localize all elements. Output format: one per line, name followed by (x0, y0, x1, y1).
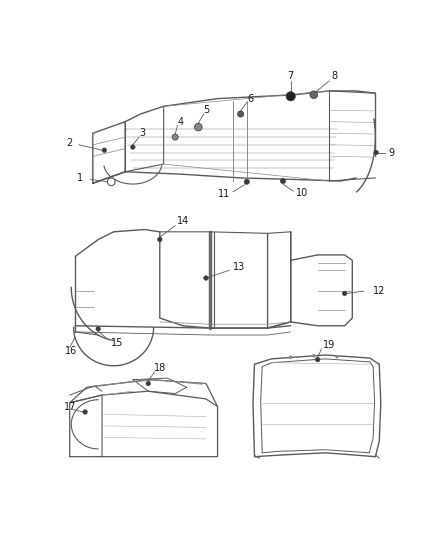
Circle shape (204, 276, 208, 280)
Circle shape (310, 91, 318, 99)
Text: 19: 19 (323, 340, 336, 350)
Text: 18: 18 (154, 363, 166, 373)
Circle shape (158, 237, 162, 242)
Circle shape (315, 357, 320, 362)
Text: 16: 16 (65, 346, 78, 356)
Circle shape (280, 179, 286, 184)
Text: 3: 3 (139, 128, 145, 138)
Circle shape (342, 291, 347, 296)
Circle shape (237, 111, 244, 117)
Text: 4: 4 (177, 117, 184, 127)
Text: 15: 15 (111, 338, 124, 348)
Circle shape (96, 327, 100, 331)
Circle shape (102, 148, 107, 152)
Text: 11: 11 (218, 189, 230, 199)
Text: 9: 9 (389, 148, 395, 158)
Text: 1: 1 (78, 173, 84, 183)
Text: 17: 17 (64, 401, 76, 411)
Text: 13: 13 (233, 262, 245, 272)
Text: 8: 8 (332, 71, 338, 81)
Circle shape (286, 92, 295, 101)
Circle shape (107, 178, 115, 185)
Circle shape (374, 150, 378, 155)
Circle shape (146, 381, 151, 386)
Circle shape (289, 356, 292, 359)
Circle shape (131, 145, 135, 149)
Circle shape (244, 179, 250, 184)
Text: 10: 10 (296, 188, 308, 198)
Text: 14: 14 (177, 216, 189, 226)
Circle shape (336, 355, 339, 358)
Circle shape (83, 410, 88, 414)
Text: 6: 6 (247, 94, 254, 104)
Text: 12: 12 (373, 286, 385, 296)
Text: 2: 2 (67, 138, 73, 148)
Text: 5: 5 (204, 105, 210, 115)
Text: 7: 7 (288, 71, 294, 81)
Circle shape (194, 123, 202, 131)
Circle shape (312, 354, 315, 357)
Circle shape (172, 134, 178, 140)
